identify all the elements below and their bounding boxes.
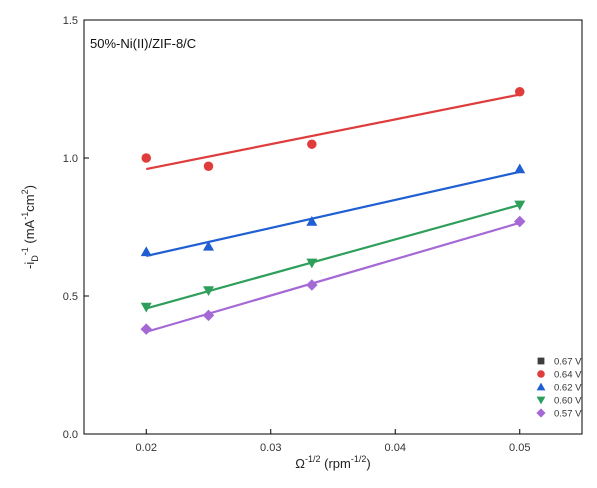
y-tick-label: 1.0 — [63, 153, 78, 165]
y-tick-label: 1.5 — [63, 15, 78, 27]
data-point — [203, 240, 214, 251]
data-point — [307, 139, 317, 149]
x-tick-label: 0.03 — [260, 442, 281, 454]
legend-label: 0.60 V — [554, 396, 582, 407]
data-point — [202, 309, 215, 322]
x-tick-label: 0.04 — [385, 442, 406, 454]
legend-label: 0.67 V — [554, 357, 582, 368]
data-point — [306, 258, 318, 269]
data-point — [514, 215, 526, 228]
legend-marker — [537, 357, 545, 365]
legend-label: 0.62 V — [554, 383, 582, 394]
data-point — [203, 161, 214, 172]
fit-line — [146, 93, 520, 171]
legend-marker — [536, 408, 546, 418]
data-point — [141, 153, 151, 163]
y-tick-label: 0.5 — [63, 291, 78, 303]
y-axis-title: -iD-1 (mA-1cm2) — [20, 185, 40, 269]
legend-marker — [537, 370, 545, 378]
legend-label: 0.57 V — [554, 409, 582, 420]
plot-frame — [83, 19, 583, 435]
data-point — [514, 163, 526, 174]
y-tick-label: 0.0 — [63, 429, 78, 441]
data-point — [515, 87, 525, 97]
data-point — [306, 215, 318, 226]
data-point — [514, 200, 526, 211]
data-point — [203, 286, 214, 296]
ticks: 0.02 0.03 0.04 0.05 0.0 0.5 1.0 1.5 — [63, 15, 531, 454]
data-point — [306, 279, 318, 291]
data-point — [140, 323, 152, 335]
data-points — [140, 87, 526, 335]
legend-marker — [536, 382, 546, 391]
x-tick-label: 0.05 — [509, 442, 530, 454]
x-axis-title: Ω-1/2 (rpm-1/2) — [295, 454, 370, 471]
data-point — [140, 246, 152, 257]
fit-lines — [145, 93, 521, 333]
legend-label: 0.64 V — [554, 370, 582, 381]
legend: 0.67 V 0.64 V 0.62 V 0.60 V 0.57 V — [536, 357, 582, 420]
legend-marker — [536, 396, 546, 405]
chart-annotation: 50%-Ni(II)/ZIF-8/C — [90, 36, 196, 51]
x-tick-label: 0.02 — [136, 442, 157, 454]
fit-line — [145, 221, 521, 333]
fit-line — [145, 203, 521, 310]
fit-line — [146, 170, 520, 258]
data-point — [140, 302, 152, 313]
